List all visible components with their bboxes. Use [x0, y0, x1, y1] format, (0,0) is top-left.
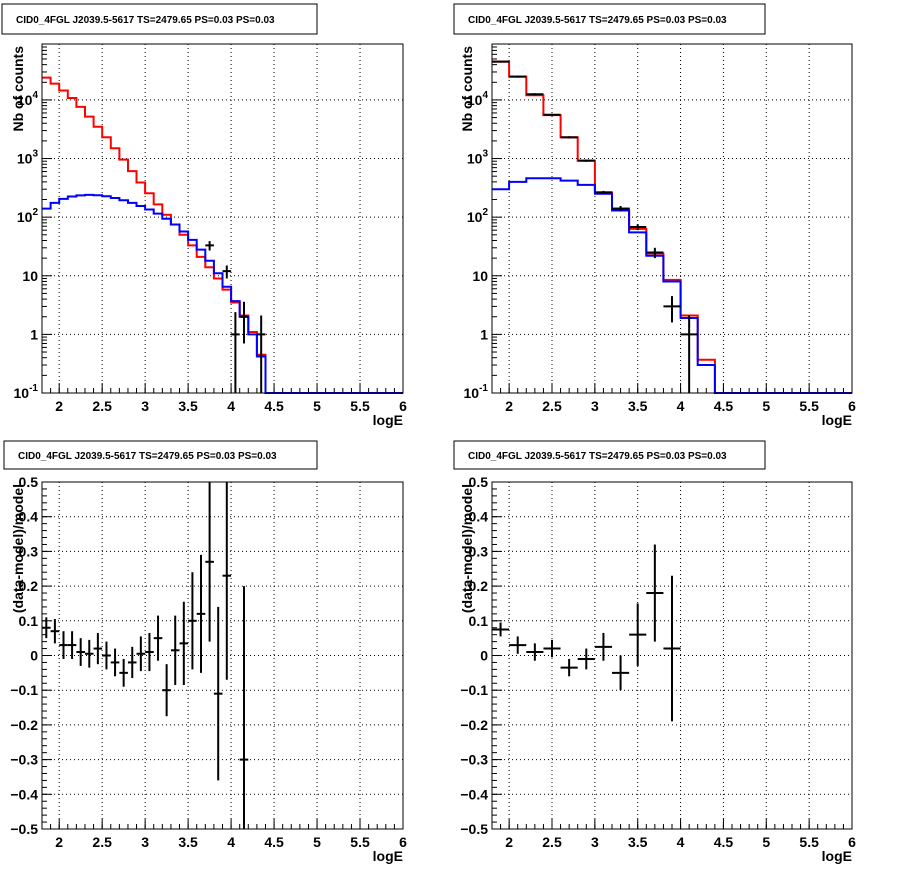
title-box [3, 440, 318, 470]
series-red-line [492, 60, 852, 394]
y-tick-label: 0.3 [469, 543, 489, 559]
y-tick-label: 103 [467, 149, 489, 167]
y-tick-label: 0.5 [469, 474, 489, 490]
y-tick-label: 1 [480, 326, 488, 342]
x-axis-title: logE [373, 412, 403, 428]
y-axis-title: (data-model)/model [459, 484, 475, 613]
y-tick-label: −0.4 [10, 786, 38, 802]
series-red-line [42, 76, 403, 394]
y-tick-label: 103 [17, 149, 39, 167]
x-tick-label: 5 [313, 834, 321, 850]
x-axis-title: logE [822, 848, 852, 864]
x-tick-label: 2 [505, 834, 513, 850]
y-tick-label: −0.1 [10, 682, 38, 698]
x-tick-label: 2 [55, 398, 63, 414]
y-tick-label: −0.5 [460, 821, 488, 837]
plot-panel-3: 2 2.5 3 3.5 4 4.5 5 5.5 6 −0.5 −0.4 −0.3 −0.2 −0.1 0 0.… [3, 440, 407, 864]
x-tick-label: 4 [677, 834, 685, 850]
plot-panel-4: 2 2.5 3 3.5 4 4.5 5 5.5 6 −0.5 −0.4 −0.3 −0.2 −0.1 0 0.… [453, 440, 856, 864]
title-box [453, 440, 766, 470]
x-axis-title: logE [822, 412, 852, 428]
x-tick-label: 4 [677, 398, 685, 414]
y-tick-label: −0.3 [460, 752, 488, 768]
x-axis-title: logE [373, 848, 403, 864]
x-tick-label: 3 [141, 834, 149, 850]
x-tick-label: 6 [399, 398, 407, 414]
y-tick-label: −0.2 [10, 717, 38, 733]
x-tick-label: 2.5 [542, 834, 562, 850]
x-tick-label: 3.5 [178, 834, 198, 850]
x-tick-label: 5.5 [799, 834, 819, 850]
x-tick-label: 2.5 [92, 398, 112, 414]
title-box [453, 3, 766, 35]
x-tick-label: 3 [591, 834, 599, 850]
y-tick-label: −0.4 [460, 786, 488, 802]
y-tick-label: 0.4 [469, 509, 489, 525]
y-tick-label: 0 [30, 648, 38, 664]
series-blue-line [492, 177, 852, 394]
y-tick-label: 0.3 [19, 543, 39, 559]
y-tick-label: −0.5 [10, 821, 38, 837]
y-tick-label: 0.4 [19, 509, 39, 525]
y-axis-title: Nb of counts [459, 46, 475, 132]
y-tick-label: 104 [17, 90, 39, 108]
x-tick-label: 3.5 [628, 398, 648, 414]
chart-title: CID0_4FGL J2039.5-5617 TS=2479.65 PS=0.0… [468, 15, 727, 26]
y-tick-label: 10-1 [464, 383, 489, 401]
chart-title: CID0_4FGL J2039.5-5617 TS=2479.65 PS=0.0… [468, 451, 727, 462]
y-tick-label: 1 [30, 326, 38, 342]
x-tick-label: 2 [55, 834, 63, 850]
x-tick-label: 5 [762, 834, 770, 850]
y-tick-label: 0.2 [19, 578, 39, 594]
y-tick-label: 10 [22, 268, 38, 284]
y-tick-label: 104 [467, 90, 489, 108]
y-axis-title: Nb of counts [10, 46, 26, 132]
x-tick-label: 6 [848, 398, 856, 414]
y-tick-label: 10-1 [14, 383, 39, 401]
y-tick-label: −0.2 [460, 717, 488, 733]
series-blue-line [42, 193, 403, 394]
x-tick-label: 6 [848, 834, 856, 850]
x-tick-label: 5.5 [799, 398, 819, 414]
x-tick-label: 3.5 [628, 834, 648, 850]
plot-panel-1: 2 2.5 3 3.5 4 4.5 5 5.5 6 10-1 1 10 102 103 104 logE Nb … [1, 3, 407, 428]
y-tick-label: −0.1 [460, 682, 488, 698]
chart-title: CID0_4FGL J2039.5-5617 TS=2479.65 PS=0.0… [16, 15, 275, 26]
title-box [1, 3, 318, 35]
x-tick-label: 6 [399, 834, 407, 850]
x-tick-label: 2 [505, 398, 513, 414]
plot-frame [41, 481, 404, 830]
x-tick-label: 4.5 [264, 834, 284, 850]
y-tick-label: 0.5 [19, 474, 39, 490]
x-tick-label: 3.5 [178, 398, 198, 414]
y-tick-label: 10 [472, 268, 488, 284]
x-tick-label: 5 [313, 398, 321, 414]
y-tick-label: 0 [480, 648, 488, 664]
x-tick-label: 4 [227, 398, 235, 414]
x-tick-label: 5.5 [350, 398, 370, 414]
y-tick-label: −0.3 [10, 752, 38, 768]
x-tick-label: 4 [227, 834, 235, 850]
chart-title: CID0_4FGL J2039.5-5617 TS=2479.65 PS=0.0… [18, 451, 277, 462]
x-tick-label: 4.5 [264, 398, 284, 414]
x-tick-label: 5.5 [350, 834, 370, 850]
y-tick-label: 0.1 [19, 613, 39, 629]
x-tick-label: 2.5 [92, 834, 112, 850]
y-tick-label: 102 [467, 207, 489, 225]
plot-frame [491, 43, 853, 394]
x-tick-label: 3 [591, 398, 599, 414]
x-tick-label: 4.5 [714, 834, 734, 850]
plot-panel-2: 2 2.5 3 3.5 4 4.5 5 5.5 6 10-1 1 10 102 103 104 logE Nb … [453, 3, 856, 428]
y-tick-label: 0.2 [469, 578, 489, 594]
x-tick-label: 3 [141, 398, 149, 414]
x-tick-label: 4.5 [714, 398, 734, 414]
y-axis-title: (data-model)/model [10, 484, 26, 613]
y-tick-label: 102 [17, 207, 39, 225]
plot-frame [41, 43, 404, 394]
x-tick-label: 5 [762, 398, 770, 414]
plot-frame [491, 481, 853, 830]
y-tick-label: 0.1 [469, 613, 489, 629]
x-tick-label: 2.5 [542, 398, 562, 414]
